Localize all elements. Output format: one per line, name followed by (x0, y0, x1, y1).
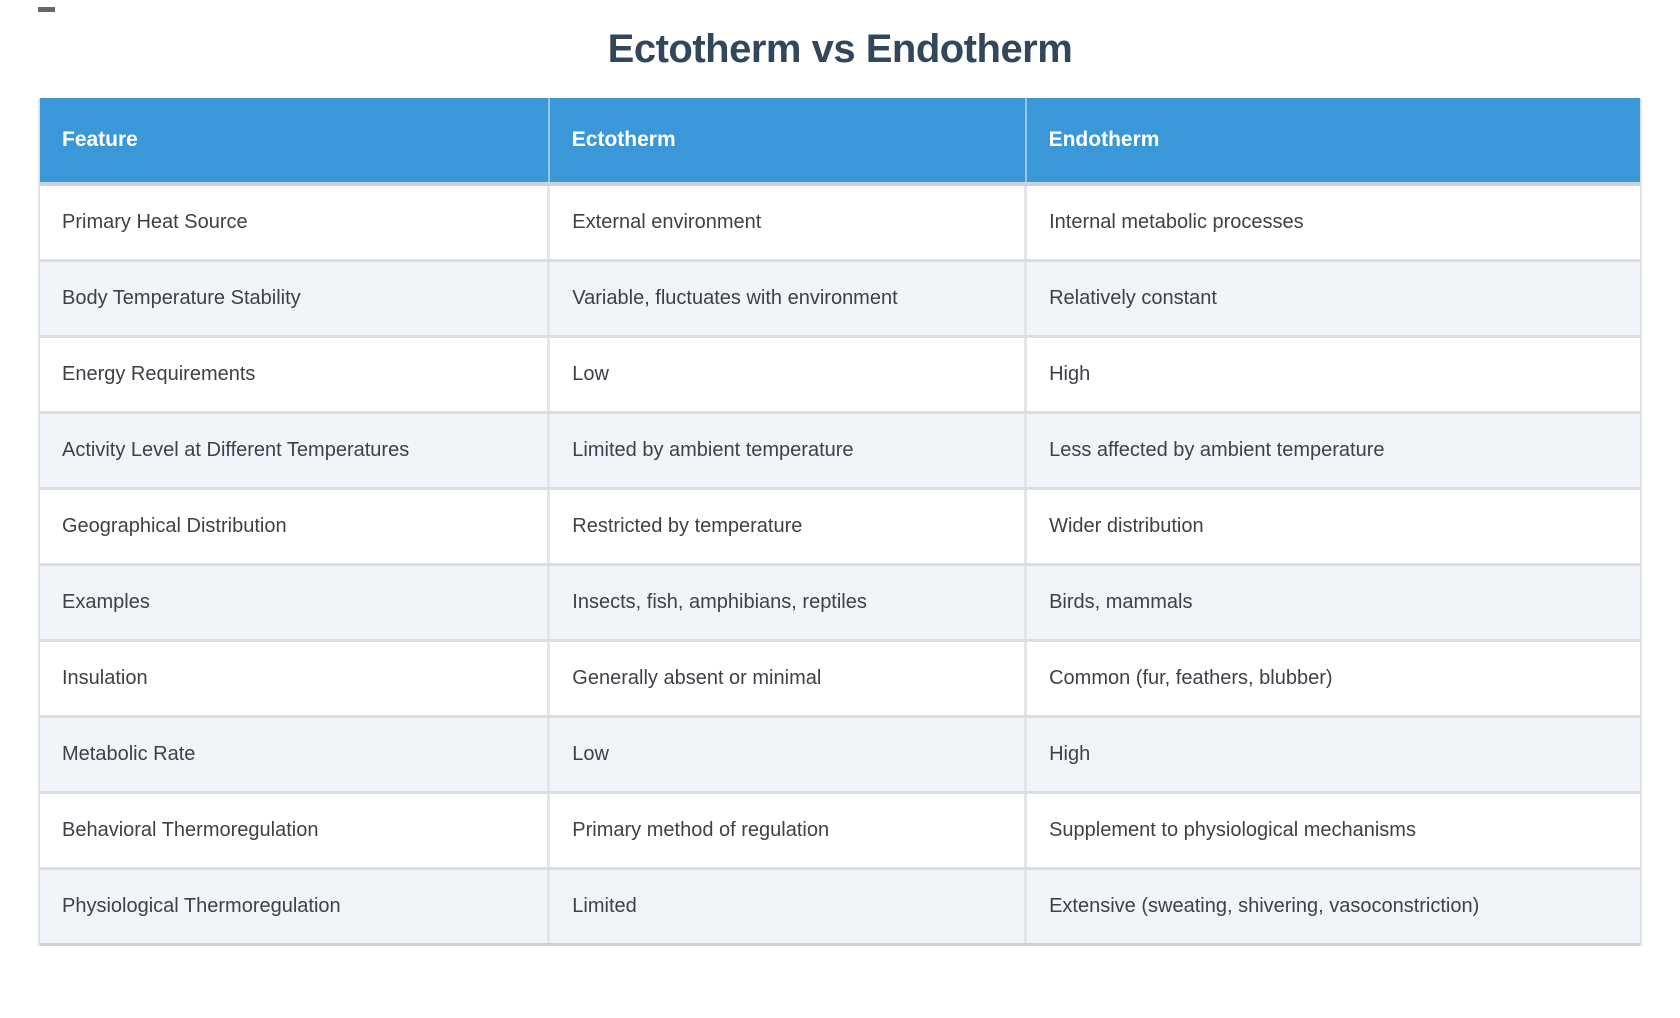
cell-endotherm: High (1024, 716, 1640, 794)
page-title: Ectotherm vs Endotherm (607, 27, 1073, 71)
cell-endotherm: Common (fur, feathers, blubber) (1024, 640, 1640, 718)
cell-ectotherm: Insects, fish, amphibians, reptiles (547, 564, 1026, 642)
table-body: Primary Heat Source External environment I… (40, 184, 1640, 946)
cell-feature: Energy Requirements (40, 336, 549, 414)
cell-endotherm: High (1024, 336, 1640, 414)
comparison-table: Feature Ectotherm Endotherm Primary Heat… (40, 98, 1640, 946)
cell-feature: Body Temperature Stability (40, 260, 549, 338)
cell-endotherm: Supplement to physiological mechanisms (1024, 792, 1640, 870)
cell-ectotherm: Limited by ambient temperature (547, 412, 1026, 490)
table-row: Activity Level at Different Temperatures… (40, 412, 1640, 490)
table-row: Geographical Distribution Restricted by t… (40, 488, 1640, 566)
table-row: Primary Heat Source External environment I… (40, 184, 1640, 262)
cell-feature: Metabolic Rate (40, 716, 549, 794)
screenshot-edge-artifact (38, 7, 55, 12)
cell-feature: Behavioral Thermoregulation (40, 792, 549, 870)
cell-feature: Geographical Distribution (40, 488, 549, 566)
cell-ectotherm: Limited (547, 868, 1026, 946)
cell-ectotherm: Variable, fluctuates with environment (547, 260, 1026, 338)
cell-feature: Activity Level at Different Temperatures (40, 412, 549, 490)
table-header-row: Feature Ectotherm Endotherm (40, 98, 1640, 186)
column-header-ectotherm: Ectotherm (547, 98, 1026, 186)
comparison-table-container: Feature Ectotherm Endotherm Primary Heat… (38, 98, 1642, 946)
cell-feature: Primary Heat Source (40, 184, 549, 262)
table-row: Metabolic Rate Low High (40, 716, 1640, 794)
cell-endotherm: Internal metabolic processes (1024, 184, 1640, 262)
cell-endotherm: Birds, mammals (1024, 564, 1640, 642)
table-row: Examples Insects, fish, amphibians, repti… (40, 564, 1640, 642)
table-row: Behavioral Thermoregulation Primary metho… (40, 792, 1640, 870)
cell-ectotherm: Low (547, 716, 1026, 794)
cell-ectotherm: Generally absent or minimal (547, 640, 1026, 718)
table-row: Insulation Generally absent or minimal Com… (40, 640, 1640, 718)
cell-ectotherm: Low (547, 336, 1026, 414)
column-header-endotherm: Endotherm (1024, 98, 1640, 186)
table-row: Energy Requirements Low High (40, 336, 1640, 414)
cell-endotherm: Extensive (sweating, shivering, vasocons… (1024, 868, 1640, 946)
cell-feature: Examples (40, 564, 549, 642)
cell-endotherm: Less affected by ambient temperature (1024, 412, 1640, 490)
cell-feature: Physiological Thermoregulation (40, 868, 549, 946)
cell-ectotherm: External environment (547, 184, 1026, 262)
column-header-feature: Feature (40, 98, 549, 186)
cell-endotherm: Relatively constant (1024, 260, 1640, 338)
cell-ectotherm: Restricted by temperature (547, 488, 1026, 566)
table-row: Physiological Thermoregulation Limited Ext… (40, 868, 1640, 946)
cell-endotherm: Wider distribution (1024, 488, 1640, 566)
cell-ectotherm: Primary method of regulation (547, 792, 1026, 870)
cell-feature: Insulation (40, 640, 549, 718)
table-row: Body Temperature Stability Variable, fluc… (40, 260, 1640, 338)
